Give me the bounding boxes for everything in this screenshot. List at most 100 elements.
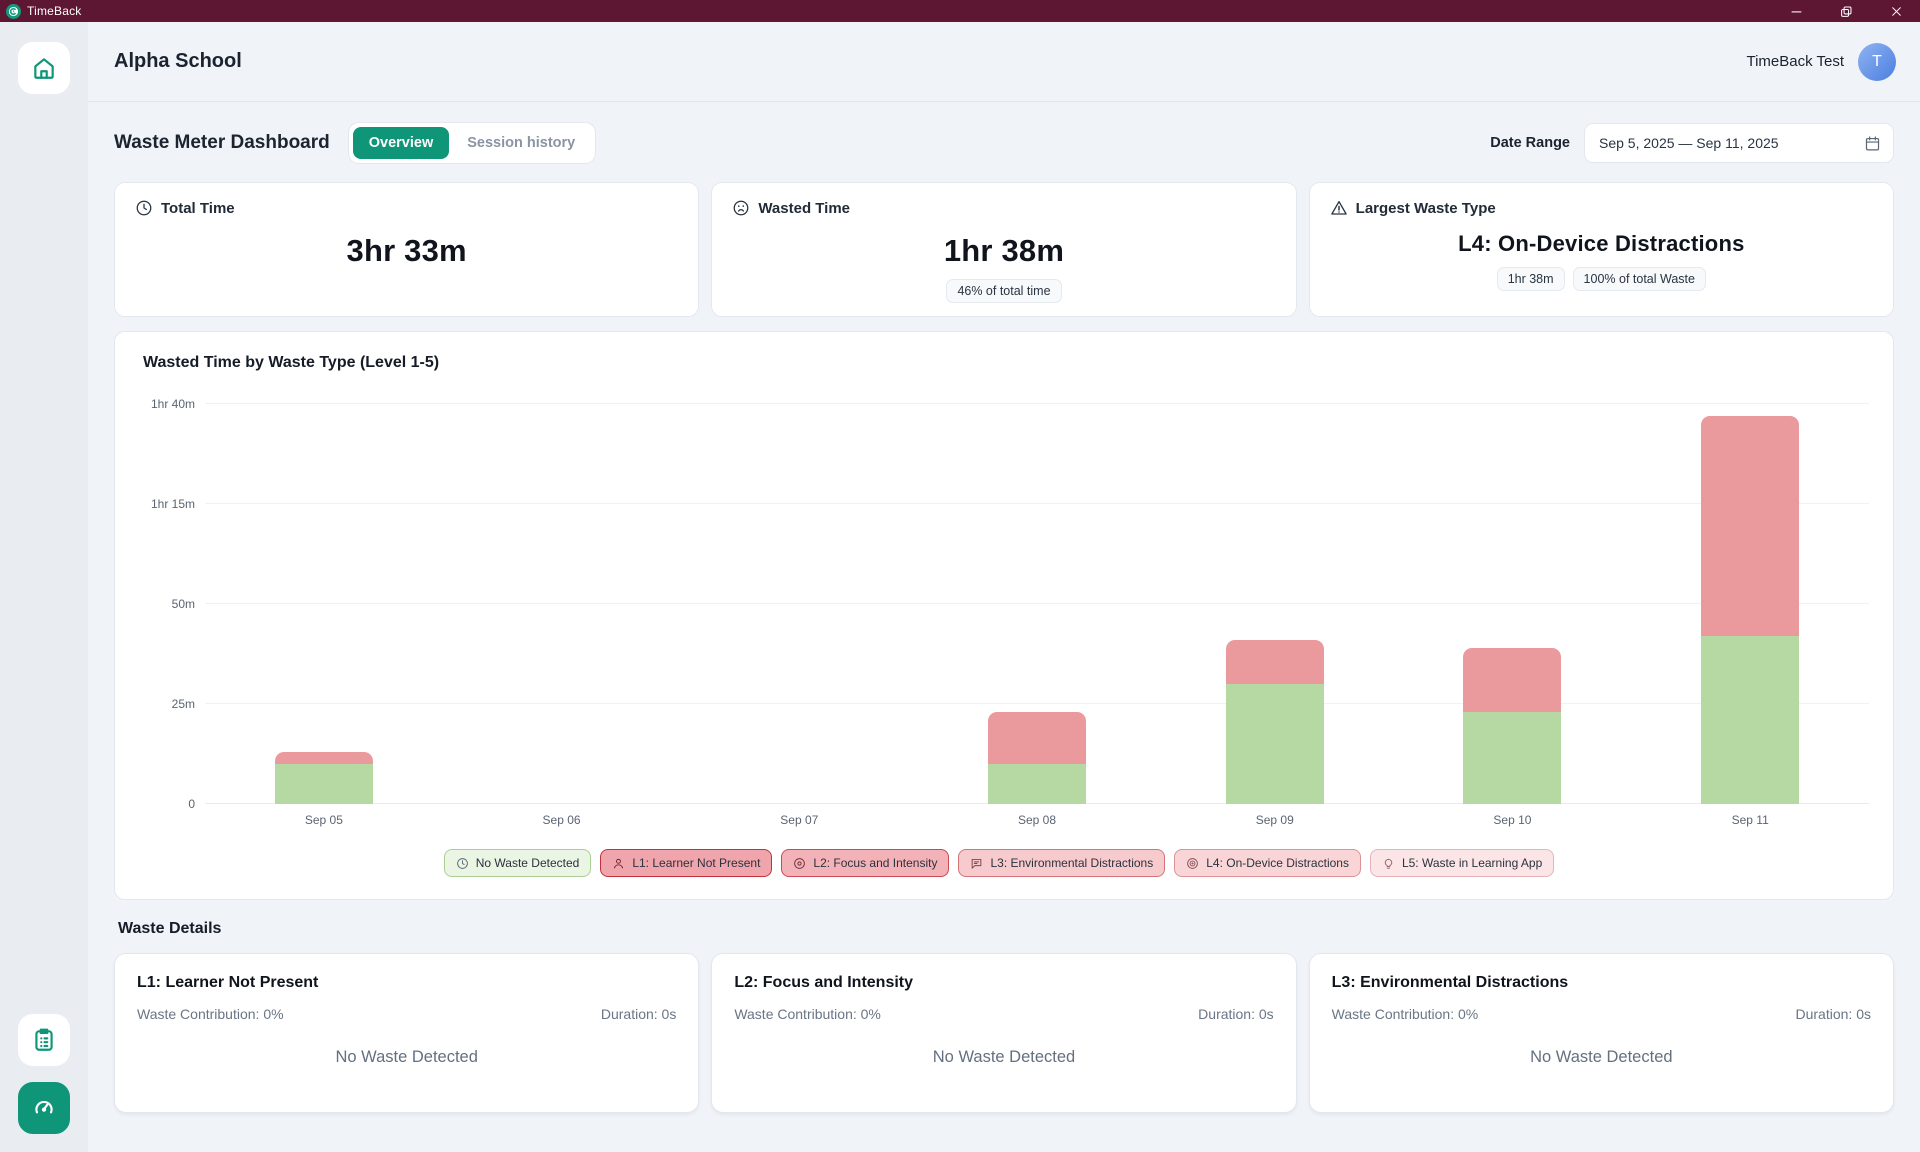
wasted-time-title: Wasted Time — [758, 199, 851, 217]
clock-icon — [456, 857, 468, 869]
bar-segment-no-waste-detected — [274, 764, 373, 804]
bar-column-sep-06 — [443, 404, 681, 804]
legend-item-l5-waste-in-learning-app[interactable]: L5: Waste in Learning App — [1369, 849, 1555, 877]
bar-segment-no-waste-detected — [988, 764, 1087, 804]
bar-stack[interactable] — [274, 752, 373, 804]
chart-legend: No Waste Detected L1: Learner Not Present… — [129, 849, 1869, 877]
legend-item-l4-on-device-distractions[interactable]: L4: On-Device Distractions — [1174, 849, 1361, 877]
waste-details-section: Waste Details L1: Learner Not Present Wa… — [114, 920, 1894, 1113]
tab-overview[interactable]: Overview — [352, 127, 450, 159]
top-header: Alpha School TimeBack Test T — [88, 22, 1920, 102]
minimize-button[interactable] — [1788, 3, 1804, 19]
largest-waste-value: L4: On-Device Distractions — [1458, 231, 1745, 256]
chart-title: Wasted Time by Waste Type (Level 1-5) — [143, 354, 440, 371]
x-axis-tick: Sep 07 — [780, 813, 819, 827]
page-title: Waste Meter Dashboard — [114, 132, 330, 153]
x-axis-tick: Sep 11 — [1731, 813, 1769, 827]
wasted-time-badge: 46% of total time — [946, 279, 1062, 303]
detail-empty-text: No Waste Detected — [932, 1048, 1076, 1066]
detail-duration: Duration: 0s — [1795, 1006, 1871, 1022]
bar-segment-l4:-on-device-distractions — [274, 752, 373, 764]
y-axis-tick: 1hr 40m — [150, 397, 195, 411]
waste-detail-card-l1: L1: Learner Not Present Waste Contributi… — [114, 953, 700, 1113]
bar-stack[interactable] — [988, 712, 1087, 804]
school-name: Alpha School — [114, 50, 242, 72]
sidebar-item-sessions[interactable] — [18, 1014, 70, 1066]
total-time-card: Total Time 3hr 33m — [114, 182, 700, 317]
bar-stack[interactable] — [1701, 416, 1800, 804]
legend-item-no-waste-detected[interactable]: No Waste Detected — [443, 849, 592, 877]
bar-column-sep-05 — [205, 404, 443, 804]
x-axis-tick: Sep 10 — [1493, 813, 1532, 827]
bar-segment-l4:-on-device-distractions — [1701, 416, 1800, 636]
largest-waste-title: Largest Waste Type — [1355, 199, 1496, 217]
timeback-logo-icon — [6, 3, 21, 19]
sidebar-item-waste-meter[interactable] — [18, 1082, 70, 1134]
bar-segment-no-waste-detected — [1701, 636, 1800, 804]
detail-card-title: L3: Environmental Distractions — [1331, 974, 1569, 991]
bar-segment-l4:-on-device-distractions — [1225, 640, 1324, 684]
detail-card-title: L2: Focus and Intensity — [734, 974, 914, 991]
detail-card-title: L1: Learner Not Present — [137, 974, 319, 991]
bar-column-sep-09 — [1156, 404, 1394, 804]
sidebar-item-home[interactable] — [18, 42, 70, 94]
largest-waste-card: Largest Waste Type L4: On-Device Distrac… — [1308, 182, 1894, 317]
wasted-time-card: Wasted Time 1hr 38m 46% of total time — [711, 182, 1297, 317]
largest-waste-percent-badge: 100% of total Waste — [1572, 267, 1706, 291]
disc-icon — [794, 857, 806, 869]
sidebar — [0, 22, 88, 1152]
window-titlebar: TimeBack — [0, 0, 1920, 22]
x-axis-tick: Sep 08 — [1017, 813, 1057, 827]
detail-duration: Duration: 0s — [1198, 1006, 1274, 1022]
gridline — [205, 703, 1869, 704]
restore-button[interactable] — [1838, 3, 1854, 19]
date-range-value: Sep 5, 2025 — Sep 11, 2025 — [1599, 135, 1779, 151]
wasted-time-value: 1hr 38m — [943, 233, 1065, 268]
home-icon — [34, 58, 54, 79]
date-range-input[interactable]: Sep 5, 2025 — Sep 11, 2025 — [1584, 123, 1894, 163]
view-tabs: Overview Session history — [347, 122, 597, 164]
message-icon — [972, 858, 982, 869]
total-time-title: Total Time — [161, 199, 235, 217]
warning-icon — [1330, 200, 1347, 215]
y-axis-tick: 1hr 15m — [150, 497, 195, 511]
bar-column-sep-07 — [680, 404, 918, 804]
clipboard-icon — [35, 1028, 53, 1051]
waste-details-title: Waste Details — [118, 920, 222, 937]
gridline — [205, 603, 1869, 604]
bar-segment-no-waste-detected — [1225, 684, 1324, 804]
calendar-icon — [1865, 135, 1880, 150]
avatar[interactable]: T — [1858, 42, 1896, 81]
bulb-icon — [1384, 858, 1393, 869]
chart-y-axis: 0 25m 50m 1hr 15m 1hr 40m — [129, 397, 205, 811]
legend-item-l2-focus-and-intensity[interactable]: L2: Focus and Intensity — [781, 849, 950, 877]
y-axis-tick: 25m — [171, 697, 195, 711]
window-title: TimeBack — [27, 4, 82, 18]
gauge-icon — [35, 1100, 53, 1114]
user-name: TimeBack Test — [1746, 53, 1844, 70]
y-axis-tick: 50m — [171, 597, 195, 611]
close-button[interactable] — [1888, 3, 1904, 19]
bar-stack[interactable] — [1463, 648, 1562, 804]
detail-empty-text: No Waste Detected — [335, 1048, 478, 1066]
gridline — [205, 503, 1869, 504]
bar-segment-l4:-on-device-distractions — [1463, 648, 1562, 712]
detail-duration: Duration: 0s — [600, 1006, 677, 1022]
x-axis-tick: Sep 09 — [1255, 813, 1294, 827]
total-time-value: 3hr 33m — [346, 233, 467, 268]
tab-session-history[interactable]: Session history — [467, 135, 576, 151]
bar-column-sep-10 — [1394, 404, 1632, 804]
chart-plot — [205, 403, 1869, 804]
largest-waste-duration-badge: 1hr 38m — [1496, 267, 1565, 291]
legend-item-l1-learner-not-present[interactable]: L1: Learner Not Present — [600, 849, 773, 877]
x-axis-tick: Sep 05 — [304, 813, 343, 827]
gridline — [205, 403, 1869, 404]
bar-segment-l4:-on-device-distractions — [988, 712, 1087, 764]
bar-segment-no-waste-detected — [1463, 712, 1562, 804]
bar-stack[interactable] — [1225, 640, 1324, 804]
clock-icon — [136, 200, 152, 216]
waste-chart-card: Wasted Time by Waste Type (Level 1-5) 0 2… — [114, 331, 1894, 900]
detail-contribution: Waste Contribution: 0% — [137, 1006, 284, 1022]
legend-item-l3-environmental-distractions[interactable]: L3: Environmental Distractions — [958, 849, 1166, 877]
frown-icon — [733, 200, 749, 216]
